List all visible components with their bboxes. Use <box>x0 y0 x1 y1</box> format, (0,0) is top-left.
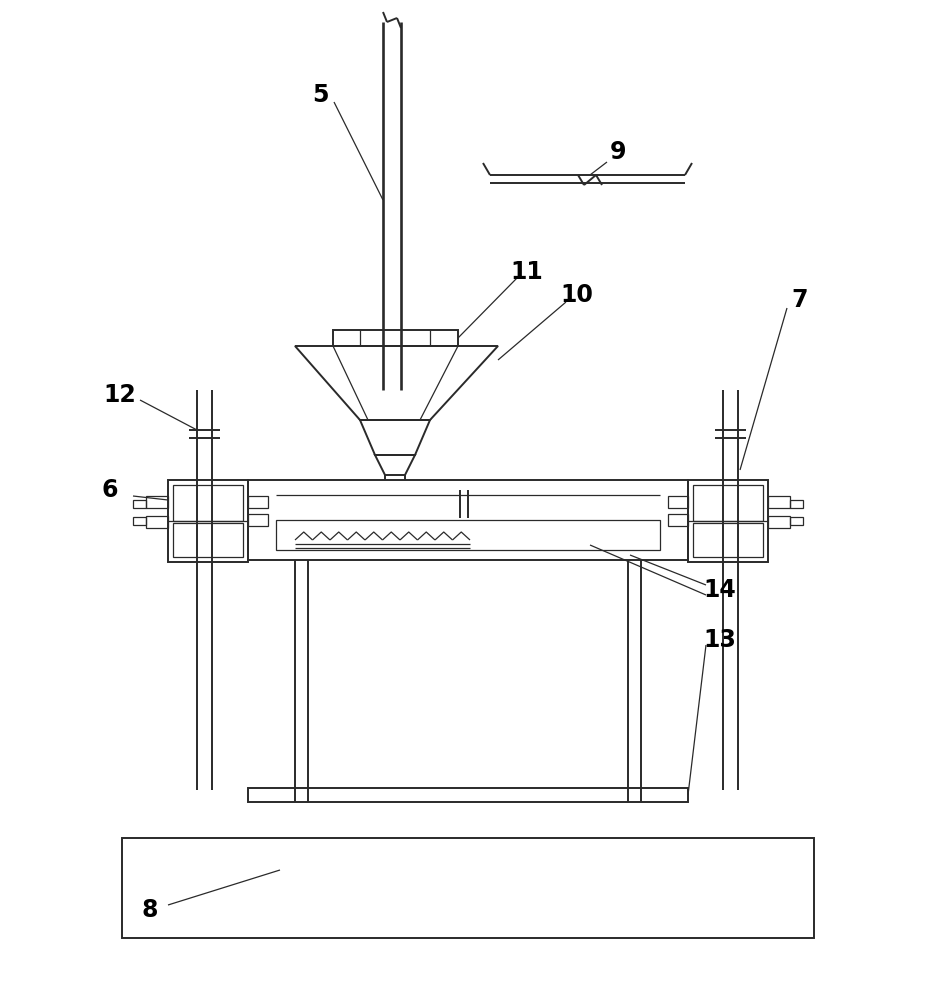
Bar <box>248 496 268 508</box>
Bar <box>688 480 768 562</box>
Text: 12: 12 <box>104 383 137 407</box>
Bar <box>122 838 814 938</box>
Bar <box>168 480 248 562</box>
Text: 14: 14 <box>704 578 737 602</box>
Text: 6: 6 <box>102 478 118 502</box>
Bar <box>146 496 168 508</box>
Bar <box>173 523 243 557</box>
Text: 5: 5 <box>311 83 328 107</box>
Bar <box>248 788 688 802</box>
Bar <box>133 517 146 525</box>
Bar <box>133 500 146 508</box>
Text: 8: 8 <box>142 898 158 922</box>
Text: 10: 10 <box>561 283 594 307</box>
Bar <box>668 514 688 526</box>
Bar <box>173 485 243 521</box>
Text: 11: 11 <box>511 260 543 284</box>
Bar <box>248 514 268 526</box>
Bar <box>276 520 660 550</box>
Text: 7: 7 <box>792 288 808 312</box>
Bar <box>248 480 688 560</box>
Bar <box>768 496 790 508</box>
Bar <box>146 516 168 528</box>
Bar <box>693 523 763 557</box>
Bar <box>790 517 803 525</box>
Text: 9: 9 <box>610 140 626 164</box>
Bar <box>668 496 688 508</box>
Text: 13: 13 <box>703 628 737 652</box>
Bar <box>768 516 790 528</box>
Bar <box>790 500 803 508</box>
Bar <box>693 485 763 521</box>
Bar <box>333 330 458 346</box>
